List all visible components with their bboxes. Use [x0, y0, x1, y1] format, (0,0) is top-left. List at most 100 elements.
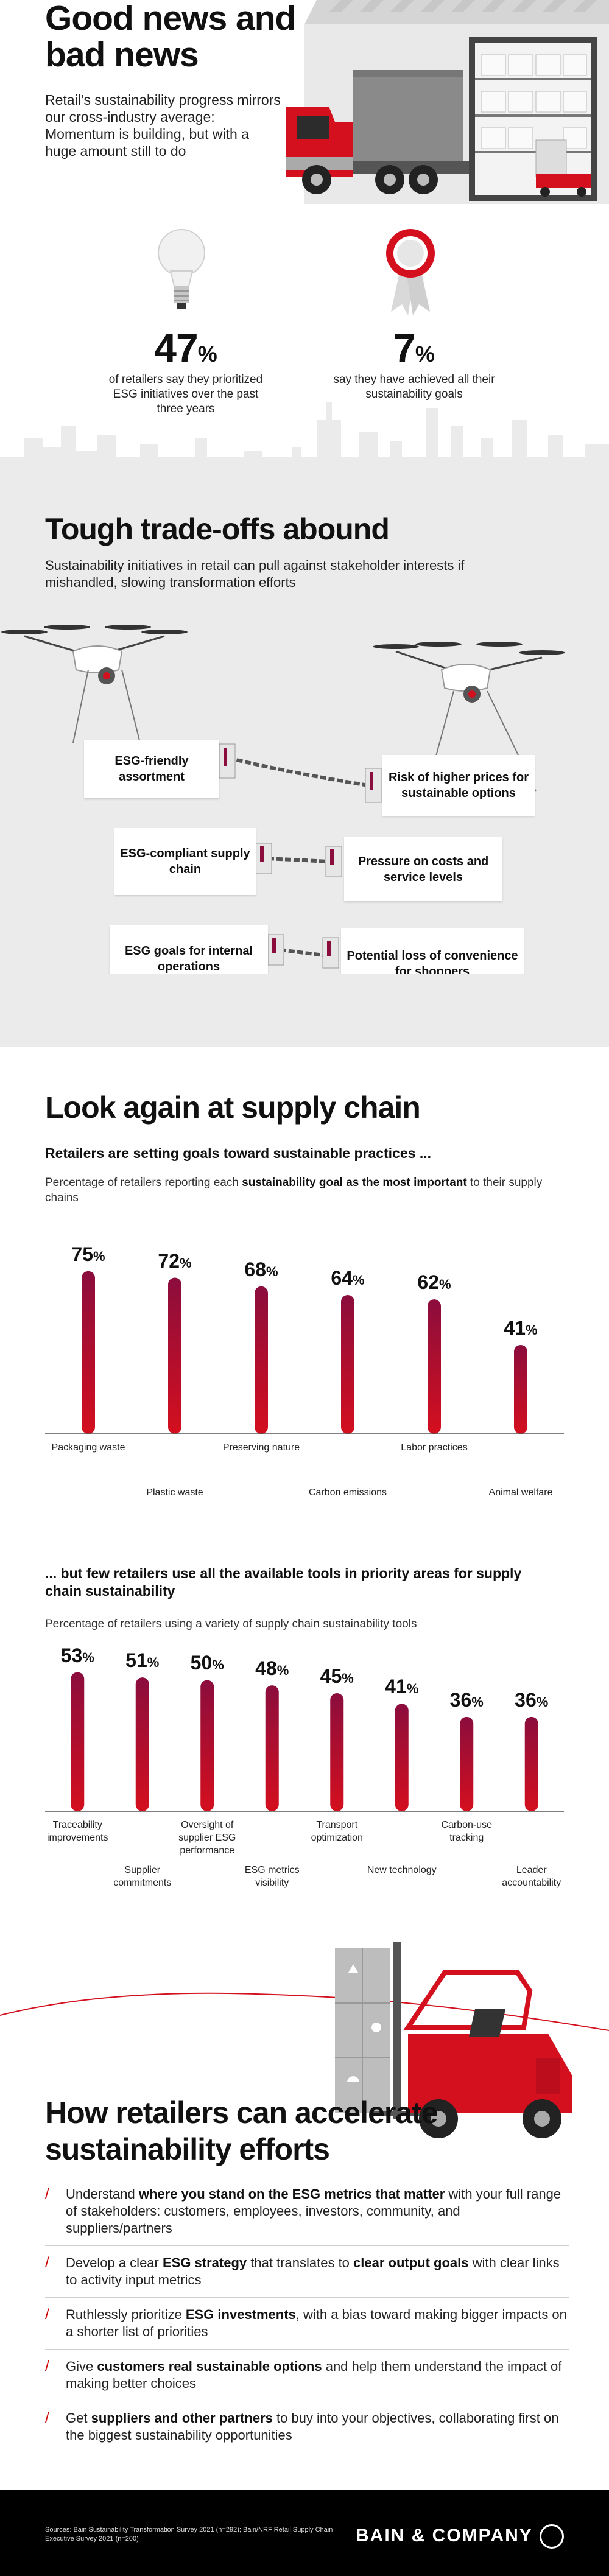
- forklift-illustration: [335, 1942, 572, 2138]
- chart1-subtitle-text: to their supply chains: [45, 1176, 543, 1204]
- bar-leader-accountability: [524, 1716, 538, 1811]
- footer: Sources: Bain Sustainability Transformat…: [0, 2490, 609, 2576]
- drones-tug-of-war-illustration: [1, 625, 565, 969]
- tick-label: Preserving nature: [222, 1442, 300, 1453]
- chart1-subtitle-text: Percentage of retailers reporting each: [45, 1176, 242, 1189]
- tip-emphasis: ESG investments: [185, 2307, 296, 2322]
- stat-unit: %: [415, 342, 435, 367]
- bar-esg-metrics-visibility: [265, 1685, 279, 1811]
- tip-text: , with a bias toward making bigger impac…: [66, 2307, 567, 2339]
- list-item: / Get suppliers and other partners to buy…: [45, 2410, 569, 2452]
- tick-label: New technology: [367, 1865, 437, 1875]
- list-item: / Develop a clear ESG strategy that trans…: [45, 2255, 569, 2298]
- award-ribbon-icon: [386, 229, 435, 315]
- stat-achieved-goals: 7% say they have achieved all their sust…: [329, 328, 499, 402]
- tick-label: Plastic waste: [146, 1487, 203, 1498]
- bar-carbon-use-tracking: [460, 1716, 474, 1811]
- intro-subtitle: Retail’s sustainability progress mirrors…: [45, 92, 281, 159]
- section-divider-wave: [0, 974, 609, 1038]
- data-label: 62%: [417, 1271, 451, 1294]
- bar-oversight-of-supplier-esg-performance: [200, 1680, 214, 1811]
- data-label: 36%: [449, 1688, 484, 1711]
- tip-text: Get: [66, 2410, 91, 2426]
- tip-text: Give: [66, 2359, 97, 2374]
- data-label: 68%: [244, 1258, 278, 1280]
- stat-prioritized-esg: 47% of retailers say they prioritized ES…: [100, 328, 271, 416]
- light-bulb-icon: [158, 229, 205, 309]
- city-skyline-illustration: [0, 402, 609, 475]
- chart1-subtitle-emphasis: sustainability goal as the most importan…: [242, 1176, 467, 1189]
- data-label: 51%: [125, 1649, 160, 1672]
- list-item: / Understand where you stand on the ESG m…: [45, 2186, 569, 2246]
- bar-preserving-nature: [255, 1286, 268, 1434]
- tick-label: Transport optimization: [311, 1820, 363, 1843]
- page-title: Good news and bad news: [45, 0, 296, 74]
- stat-value: 7: [393, 325, 416, 370]
- tip-text: and help them understand the impact of m…: [66, 2359, 562, 2391]
- stat-label: of retailers say they prioritized ESG in…: [108, 373, 263, 415]
- tradeoff-card-left: ESG-friendly assortment: [84, 740, 219, 798]
- data-label: 45%: [320, 1665, 354, 1688]
- data-label: 75%: [71, 1243, 105, 1265]
- tip-text: that translates to: [247, 2255, 354, 2270]
- chart2-subtitle: Percentage of retailers using a variety …: [45, 1618, 417, 1630]
- bar-transport-optimization: [330, 1693, 344, 1811]
- section-title: How retailers can accelerate sustainabil…: [45, 2096, 438, 2166]
- chart-plot: [45, 1271, 564, 1434]
- tick-label: ESG metrics visibility: [244, 1865, 300, 1888]
- tick-label: Carbon emissions: [308, 1487, 387, 1498]
- intro-section: Good news and bad news Retail’s sustaina…: [0, 0, 609, 463]
- data-label: 41%: [504, 1316, 538, 1339]
- stat-unit: %: [197, 342, 217, 367]
- tip-text: Understand: [66, 2186, 139, 2202]
- bar-packaging-waste: [82, 1271, 95, 1434]
- section-title: Tough trade-offs abound: [45, 512, 390, 546]
- tick-label: Carbon-use tracking: [441, 1820, 493, 1843]
- section-title: Look again at supply chain: [45, 1090, 421, 1125]
- tools-bar-chart: 53% Traceability improvements 51% Supplier …: [45, 1644, 564, 1924]
- chart1-title: Retailers are setting goals toward susta…: [45, 1145, 432, 1161]
- tradeoff-card-left: ESG-compliant supply chain: [114, 828, 256, 895]
- tradeoffs-section: Tough trade-offs abound Sustainability i…: [0, 463, 609, 1047]
- stat-label: say they have achieved all their sustain…: [333, 373, 495, 401]
- chart1-subtitle: Percentage of retailers reporting each s…: [45, 1175, 569, 1206]
- tick-label: Leader accountability: [502, 1865, 561, 1888]
- tip-text: Develop a clear: [66, 2255, 163, 2270]
- tip-text: Ruthlessly prioritize: [66, 2307, 186, 2322]
- slash-bullet-icon: /: [45, 2306, 49, 2323]
- slash-bullet-icon: /: [45, 2186, 49, 2202]
- data-label: 64%: [331, 1267, 365, 1289]
- goals-bar-chart: 75% Packaging waste 72% Plastic waste 68% Pre…: [45, 1230, 564, 1546]
- list-item: / Give customers real sustainable options…: [45, 2358, 569, 2401]
- bar-traceability-improvements: [71, 1672, 85, 1811]
- tick-label: Oversight of supplier ESG performance: [178, 1820, 236, 1856]
- data-label: 72%: [158, 1249, 192, 1272]
- tick-label: Traceability improvements: [47, 1820, 108, 1843]
- tip-emphasis: customers real sustainable options: [97, 2359, 322, 2374]
- brand-logo-mark-icon: [540, 2524, 564, 2549]
- slash-bullet-icon: /: [45, 2410, 49, 2426]
- data-label: 36%: [515, 1688, 549, 1711]
- tip-emphasis: clear output goals: [353, 2255, 469, 2270]
- tip-emphasis: ESG strategy: [162, 2255, 247, 2270]
- data-label: 50%: [190, 1652, 224, 1674]
- bar-supplier-commitments: [135, 1677, 149, 1811]
- bar-carbon-emissions: [341, 1295, 354, 1434]
- brand-logo: BAIN & COMPANY: [356, 2525, 533, 2546]
- tip-text: to buy into your objectives, collaborati…: [66, 2410, 559, 2443]
- sources-note: Sources: Bain Sustainability Transformat…: [45, 2526, 333, 2543]
- tick-label: Supplier commitments: [113, 1865, 172, 1888]
- stat-value: 47: [154, 325, 198, 370]
- slash-bullet-icon: /: [45, 2358, 49, 2374]
- tick-label: Labor practices: [401, 1442, 468, 1453]
- data-label: 48%: [255, 1657, 289, 1680]
- data-label: 53%: [60, 1644, 94, 1666]
- chart-plot: [45, 1672, 564, 1812]
- section-subtitle: Sustainability initiatives in retail can…: [45, 558, 465, 590]
- tip-emphasis: where you stand on the ESG metrics that …: [138, 2186, 445, 2202]
- tick-label: Packaging waste: [51, 1442, 125, 1453]
- list-item: / Ruthlessly prioritize ESG investments, …: [45, 2306, 569, 2350]
- bar-new-technology: [395, 1704, 409, 1811]
- slash-bullet-icon: /: [45, 2255, 49, 2271]
